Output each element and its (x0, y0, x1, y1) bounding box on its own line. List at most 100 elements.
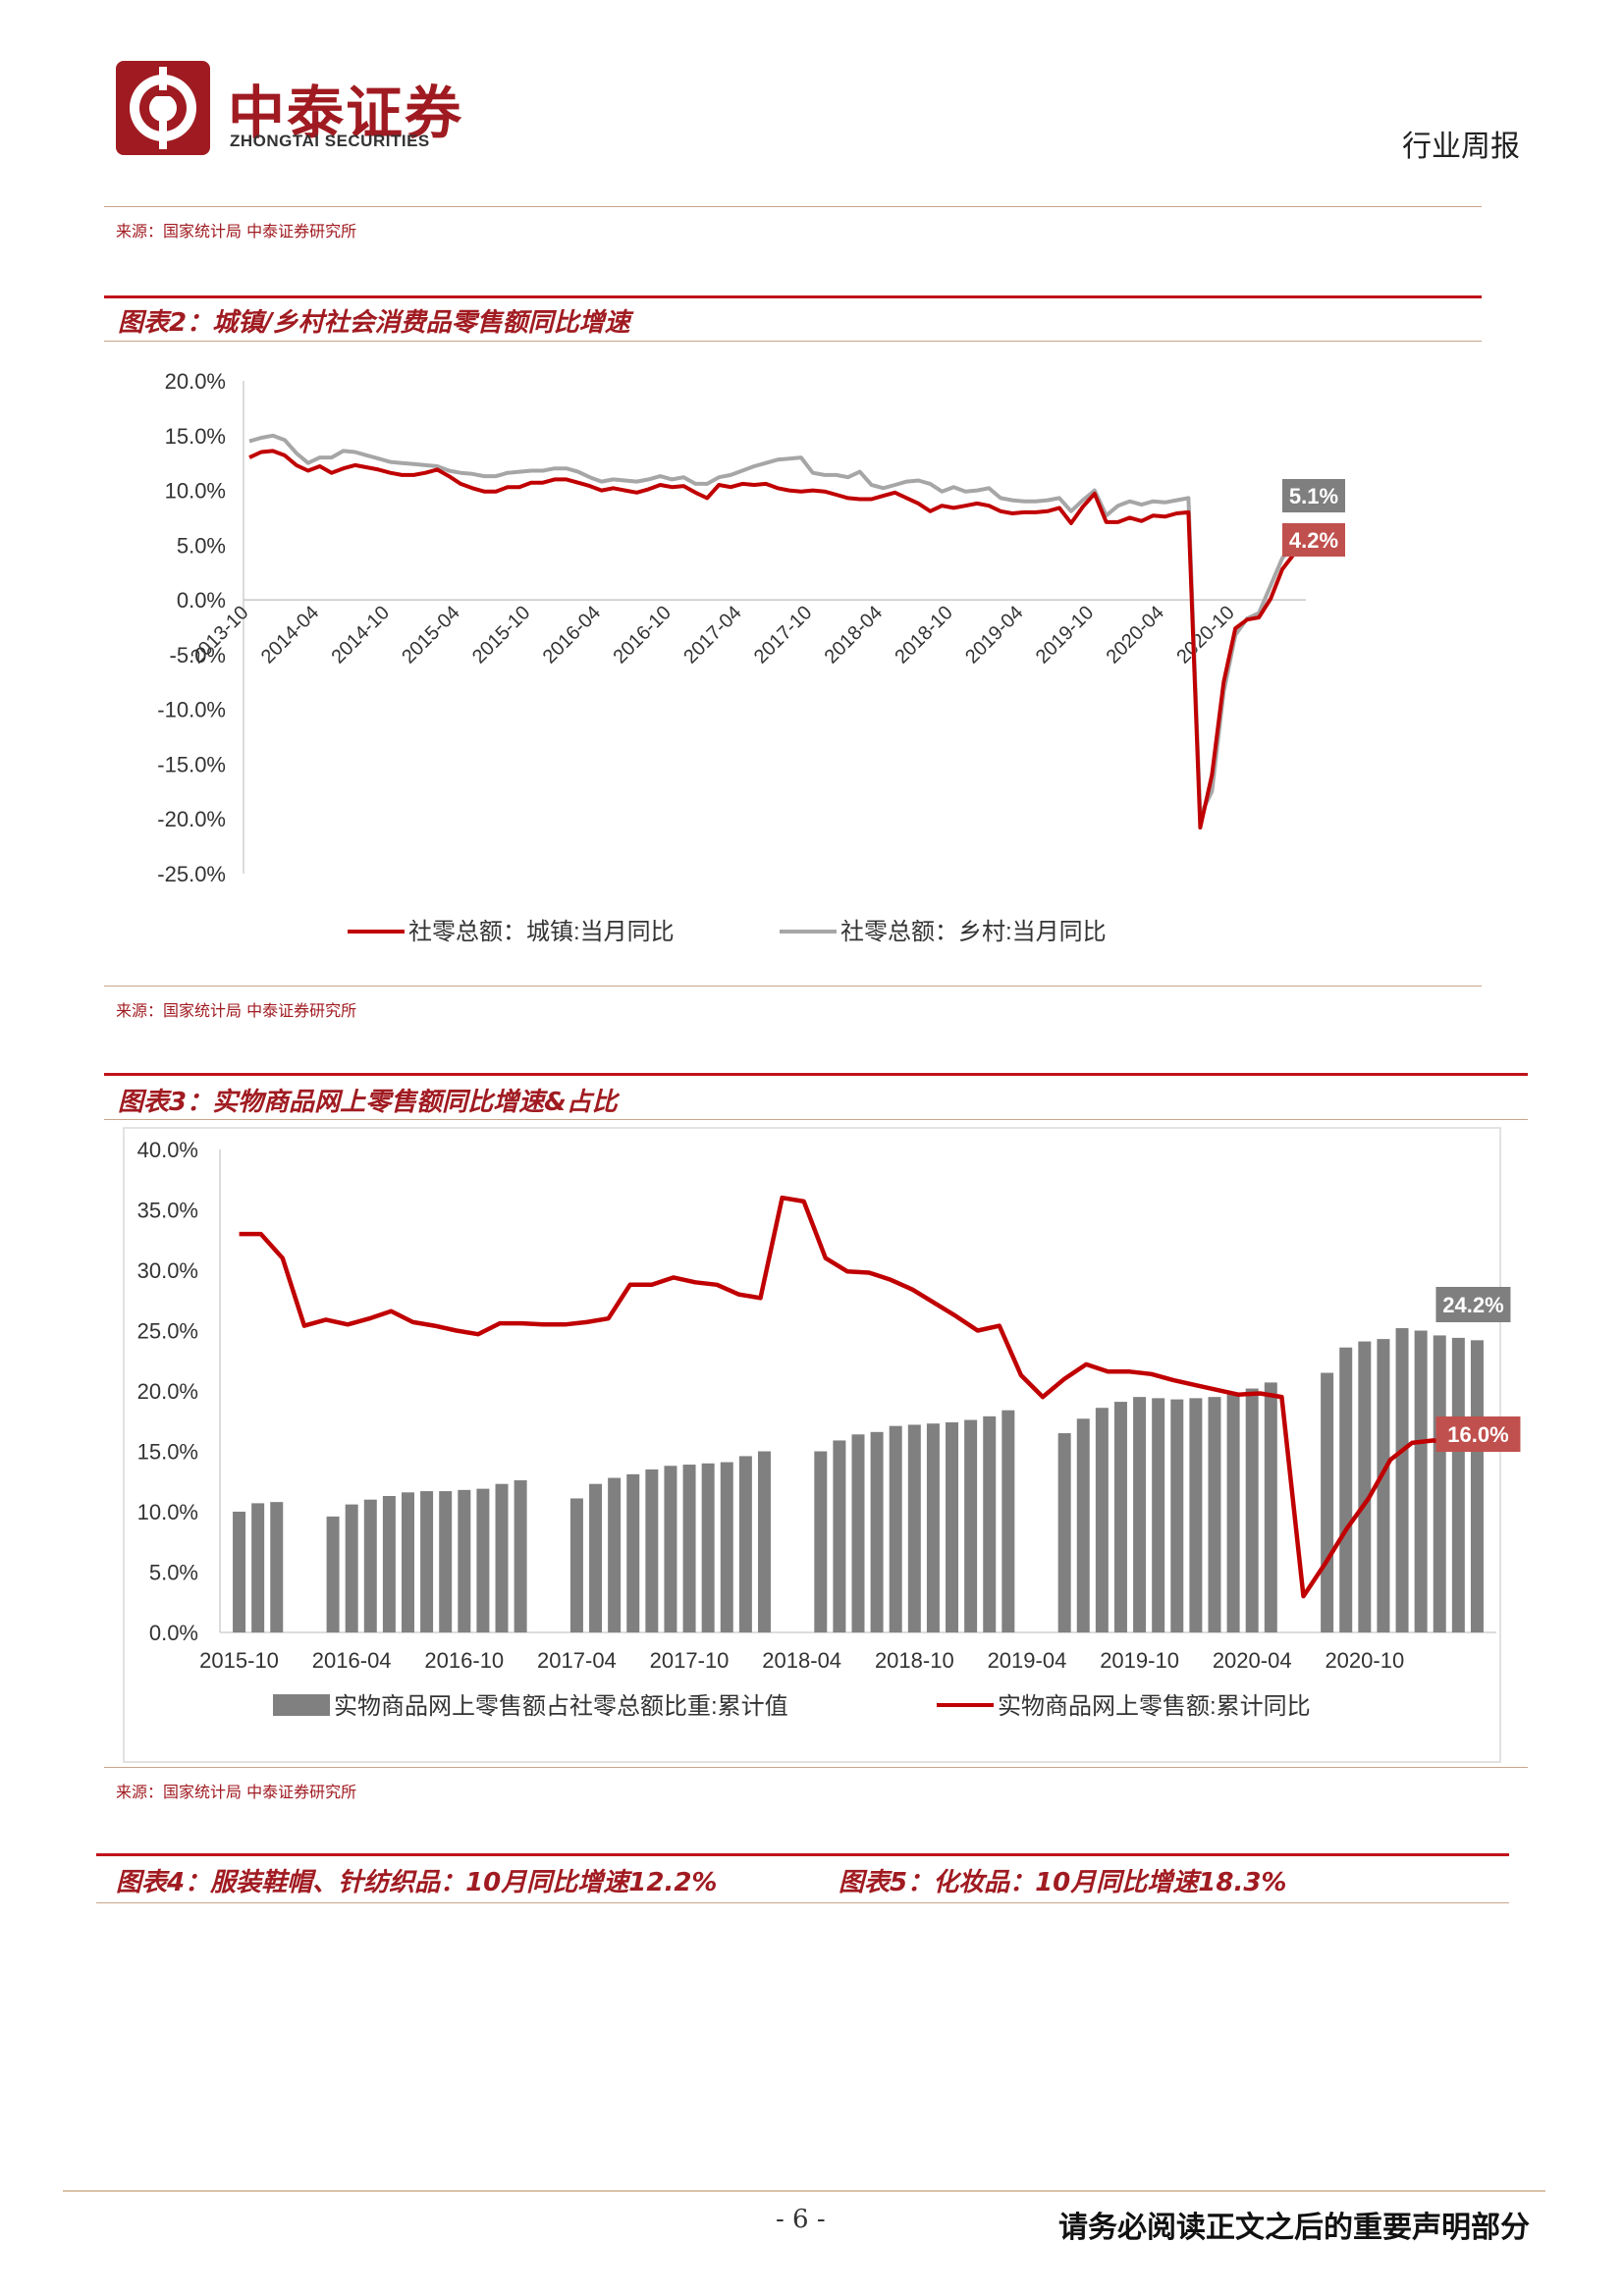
bar (738, 1456, 752, 1632)
bar (569, 1498, 583, 1632)
bar (1470, 1340, 1484, 1632)
bar (1245, 1388, 1259, 1632)
x-tick-label: 2018-10 (875, 1648, 954, 1673)
divider (104, 341, 1482, 342)
divider (819, 1902, 1509, 1903)
divider (104, 206, 1482, 207)
y-tick-label: 20.0% (165, 369, 226, 394)
legend-swatch-share (273, 1694, 330, 1716)
figure-3-title: 图表3：实物商品网上零售额同比增速&占比 (118, 1088, 618, 1117)
bar (907, 1424, 921, 1632)
bar (682, 1465, 696, 1632)
bar (1208, 1397, 1221, 1632)
end-label-urban: 4.2% (1289, 528, 1338, 553)
y-tick-label: 0.0% (177, 588, 226, 613)
end-label-box (1282, 479, 1345, 512)
bar (626, 1473, 640, 1632)
bar (1113, 1402, 1127, 1632)
source-note: 来源：国家统计局 中泰证券研究所 (116, 1783, 357, 1801)
divider (104, 1767, 1528, 1768)
bar (382, 1496, 396, 1632)
source-note: 来源：国家统计局 中泰证券研究所 (116, 1001, 357, 1020)
footer-rule (63, 2190, 1545, 2192)
y-tick-label: 15.0% (165, 424, 226, 449)
page-number: - 6 - (776, 2205, 826, 2234)
x-tick-label: 2017-10 (650, 1648, 730, 1673)
bar (833, 1440, 846, 1632)
bar (458, 1489, 471, 1632)
y-tick-label: 40.0% (137, 1138, 198, 1162)
end-label-yoy: 16.0% (1447, 1422, 1508, 1447)
y-tick-label: 10.0% (137, 1500, 198, 1524)
bar (1076, 1418, 1090, 1632)
x-tick-label: 2018-04 (821, 602, 887, 667)
bar (1264, 1382, 1277, 1632)
bar (1152, 1398, 1165, 1632)
legend-label-urban: 社零总额：城镇:当月同比 (408, 919, 675, 945)
bar (233, 1512, 246, 1632)
x-tick-label: 2019-04 (961, 602, 1027, 667)
y-tick-label: 5.0% (177, 533, 226, 558)
x-tick-label: 2017-04 (679, 602, 745, 667)
bar (1001, 1410, 1015, 1632)
end-label-box (1282, 523, 1345, 557)
series-line-online-yoy (239, 1195, 1479, 1599)
bar (1095, 1408, 1109, 1632)
zhongtai-logo-icon (116, 61, 210, 155)
x-tick-label: 2015-04 (398, 602, 463, 667)
x-tick-label: 2017-04 (537, 1648, 617, 1673)
bar (270, 1502, 284, 1632)
source-note: 来源：国家统计局 中泰证券研究所 (116, 222, 357, 240)
x-tick-label: 2020-10 (1325, 1648, 1404, 1673)
x-tick-label: 2018-10 (891, 602, 956, 667)
divider (96, 1902, 831, 1903)
y-tick-label: 0.0% (149, 1621, 198, 1645)
figure-2-title: 图表2：城镇/乡村社会消费品零售额同比增速 (118, 308, 630, 338)
bar (608, 1477, 622, 1632)
x-tick-label: 2019-10 (1100, 1648, 1179, 1673)
bar (889, 1425, 902, 1632)
legend-label-share: 实物商品网上零售额占社零总额比重:累计值 (334, 1693, 788, 1720)
legend-label-rural: 社零总额：乡村:当月同比 (840, 919, 1107, 945)
end-label-box (1435, 1416, 1521, 1452)
bar (814, 1451, 828, 1632)
bar (870, 1431, 884, 1632)
y-tick-label: 20.0% (137, 1379, 198, 1404)
x-tick-label: 2015-10 (199, 1648, 279, 1673)
x-tick-label: 2019-04 (988, 1648, 1067, 1673)
x-tick-label: 2016-04 (312, 1648, 392, 1673)
y-tick-label: -20.0% (157, 807, 226, 831)
bar (1339, 1347, 1353, 1632)
x-tick-label: 2020-04 (1103, 602, 1168, 667)
x-tick-label: 2016-10 (424, 1648, 504, 1673)
y-tick-label: 10.0% (165, 479, 226, 504)
bar (664, 1466, 677, 1632)
y-tick-label: -5.0% (170, 643, 226, 667)
bar (701, 1463, 715, 1632)
bar (983, 1415, 997, 1632)
bar (345, 1504, 358, 1632)
figure-header-rule (104, 1073, 1528, 1076)
figure-header-rule (819, 1853, 1509, 1856)
bar (1358, 1341, 1372, 1632)
bar (589, 1483, 603, 1632)
legend-label-yoy: 实物商品网上零售额:累计同比 (998, 1693, 1311, 1720)
divider (104, 986, 1482, 987)
figure-header-rule (104, 295, 1482, 298)
y-tick-label: -15.0% (157, 752, 226, 776)
bar (363, 1499, 377, 1632)
end-label-rural: 5.1% (1289, 484, 1338, 508)
y-tick-label: 35.0% (137, 1199, 198, 1223)
bar (1377, 1339, 1390, 1632)
bar (420, 1491, 434, 1632)
bar (964, 1419, 978, 1632)
bar (946, 1421, 959, 1632)
x-tick-label: 2018-04 (762, 1648, 841, 1673)
brand-name-cn: 中泰证券 (228, 80, 464, 146)
bar (1170, 1399, 1184, 1632)
y-tick-label: 5.0% (149, 1561, 198, 1585)
x-tick-label: 2015-10 (468, 602, 534, 667)
bar (476, 1488, 490, 1632)
bar (926, 1423, 940, 1632)
y-tick-label: 25.0% (137, 1319, 198, 1344)
